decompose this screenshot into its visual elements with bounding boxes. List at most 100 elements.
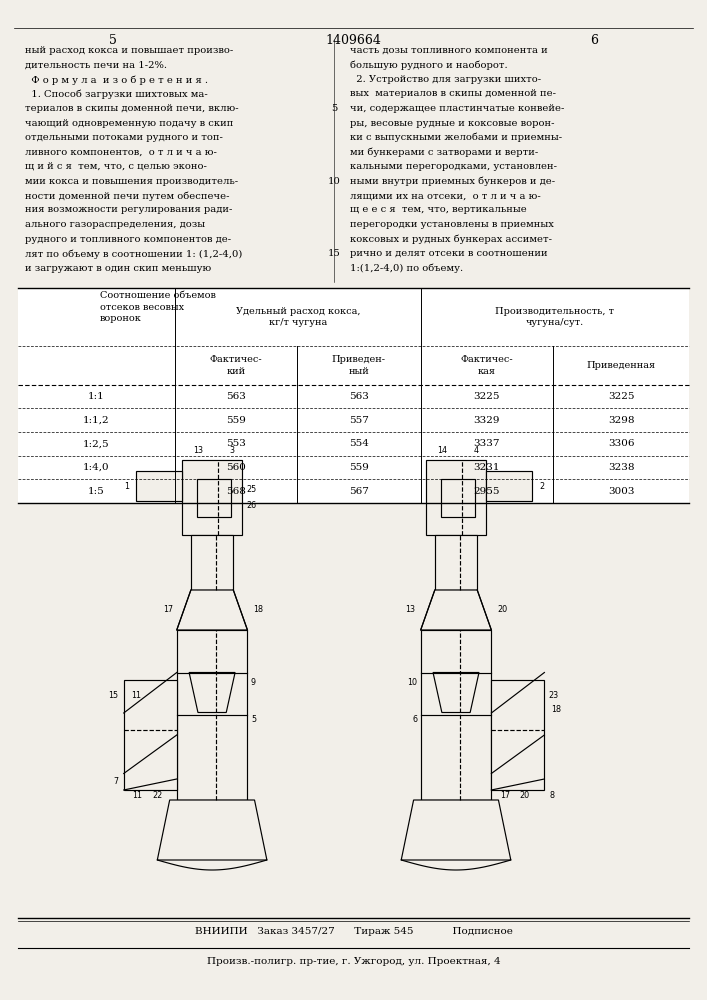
Bar (441, 479, 475, 516)
Text: 11: 11 (131, 690, 141, 700)
Text: 3337: 3337 (474, 439, 500, 448)
Text: 2: 2 (539, 482, 544, 491)
Text: 22: 22 (152, 790, 162, 800)
Text: ры, весовые рудные и коксовые ворон-: ры, весовые рудные и коксовые ворон- (350, 118, 554, 127)
Text: 1. Способ загрузки шихтовых ма-: 1. Способ загрузки шихтовых ма- (25, 90, 207, 99)
Polygon shape (177, 590, 247, 630)
Text: коксовых и рудных бункерах ассимет-: коксовых и рудных бункерах ассимет- (350, 234, 552, 244)
Text: чи, содержащее пластинчатые конвейе-: чи, содержащее пластинчатые конвейе- (350, 104, 564, 113)
Text: 554: 554 (349, 439, 369, 448)
Text: 15: 15 (328, 249, 341, 258)
Text: 8: 8 (549, 790, 554, 800)
Bar (197, 479, 231, 516)
Text: ми бункерами с затворами и верти-: ми бункерами с затворами и верти- (350, 148, 538, 157)
Text: 559: 559 (349, 463, 369, 472)
Text: 17: 17 (500, 790, 510, 800)
Text: лят по объему в соотношении 1: (1,2-4,0): лят по объему в соотношении 1: (1,2-4,0) (25, 249, 242, 259)
Text: 1:(1,2-4,0) по объему.: 1:(1,2-4,0) по объему. (350, 264, 463, 273)
Text: 5: 5 (109, 34, 117, 47)
Text: 11: 11 (132, 790, 142, 800)
Text: 3231: 3231 (474, 463, 500, 472)
Text: 1:5: 1:5 (88, 487, 105, 496)
Text: 3238: 3238 (608, 463, 634, 472)
Text: 2. Устройство для загрузки шихто-: 2. Устройство для загрузки шихто- (350, 75, 541, 84)
Text: 1: 1 (124, 482, 129, 491)
Text: лящими их на отсеки,  о т л и ч а ю-: лящими их на отсеки, о т л и ч а ю- (350, 191, 541, 200)
Text: часть дозы топливного компонента и: часть дозы топливного компонента и (350, 46, 548, 55)
Text: 3306: 3306 (608, 439, 634, 448)
Text: 17: 17 (163, 605, 173, 614)
Bar (435, 535, 477, 590)
Text: и загружают в один скип меньшую: и загружают в один скип меньшую (25, 264, 211, 273)
Text: 2955: 2955 (474, 487, 500, 496)
Polygon shape (421, 590, 491, 630)
Bar (421, 630, 491, 800)
Text: 3225: 3225 (608, 392, 634, 401)
Text: чающий одновременную подачу в скип: чающий одновременную подачу в скип (25, 118, 233, 127)
Text: 26: 26 (246, 500, 256, 510)
Text: 10: 10 (328, 177, 341, 186)
Text: ния возможности регулирования ради-: ния возможности регулирования ради- (25, 206, 232, 215)
Text: мии кокса и повышения производитель-: мии кокса и повышения производитель- (25, 177, 238, 186)
Bar (177, 630, 247, 800)
Polygon shape (401, 800, 510, 860)
Text: Удельный расход кокса,
кг/т чугуна: Удельный расход кокса, кг/т чугуна (235, 307, 361, 327)
Polygon shape (189, 672, 235, 712)
Text: 14: 14 (437, 446, 447, 455)
Text: большую рудного и наоборот.: большую рудного и наоборот. (350, 60, 508, 70)
Text: ки с выпускными желобами и приемны-: ки с выпускными желобами и приемны- (350, 133, 562, 142)
Bar (18, 288, 689, 503)
Bar (136, 471, 182, 501)
Bar (191, 535, 233, 590)
Text: 20: 20 (497, 605, 507, 614)
Text: щ и й с я  тем, что, с целью эконо-: щ и й с я тем, что, с целью эконо- (25, 162, 206, 171)
Text: 6: 6 (590, 34, 598, 47)
Text: 3: 3 (229, 446, 235, 455)
Text: 557: 557 (349, 416, 369, 425)
Bar (486, 471, 532, 501)
Text: 559: 559 (226, 416, 246, 425)
Text: 7: 7 (113, 778, 118, 786)
Text: ливного компонентов,  о т л и ч а ю-: ливного компонентов, о т л и ч а ю- (25, 148, 216, 157)
Text: 3329: 3329 (474, 416, 500, 425)
Text: ВНИИПИ   Заказ 3457/27      Тираж 545            Подписное: ВНИИПИ Заказ 3457/27 Тираж 545 Подписное (194, 928, 513, 936)
Text: ными внутри приемных бункеров и де-: ными внутри приемных бункеров и де- (350, 177, 555, 186)
Text: 10: 10 (407, 678, 417, 687)
Text: 560: 560 (226, 463, 246, 472)
Text: ального газораспределения, дозы: ального газораспределения, дозы (25, 220, 205, 229)
Text: дительность печи на 1-2%.: дительность печи на 1-2%. (25, 60, 167, 70)
Text: ный расход кокса и повышает произво-: ный расход кокса и повышает произво- (25, 46, 233, 55)
Text: 4: 4 (473, 446, 479, 455)
Bar (491, 680, 544, 790)
Text: 5: 5 (251, 716, 256, 724)
Text: рудного и топливного компонентов де-: рудного и топливного компонентов де- (25, 234, 231, 243)
Text: 1409664: 1409664 (325, 34, 382, 47)
Text: 6: 6 (412, 716, 417, 724)
Text: 18: 18 (551, 706, 561, 714)
Text: Произв.-полигр. пр-тие, г. Ужгород, ул. Проектная, 4: Произв.-полигр. пр-тие, г. Ужгород, ул. … (206, 958, 501, 966)
Bar (182, 460, 242, 535)
Text: 1:4,0: 1:4,0 (83, 463, 110, 472)
Text: 20: 20 (520, 790, 530, 800)
Text: 1:1: 1:1 (88, 392, 105, 401)
Text: 5: 5 (331, 104, 338, 113)
Text: вых  материалов в скипы доменной пе-: вых материалов в скипы доменной пе- (350, 90, 556, 99)
Text: 3003: 3003 (608, 487, 634, 496)
Text: щ е е с я  тем, что, вертикальные: щ е е с я тем, что, вертикальные (350, 206, 527, 215)
Text: кальными перегородками, установлен-: кальными перегородками, установлен- (350, 162, 557, 171)
Text: 563: 563 (226, 392, 246, 401)
Text: Фактичес-
кая: Фактичес- кая (460, 355, 513, 376)
Text: 3298: 3298 (608, 416, 634, 425)
Polygon shape (157, 800, 267, 860)
Bar (426, 460, 486, 535)
Text: 13: 13 (193, 446, 203, 455)
Text: Приведенная: Приведенная (587, 361, 655, 370)
Text: 563: 563 (349, 392, 369, 401)
Text: 18: 18 (253, 605, 263, 614)
Text: 553: 553 (226, 439, 246, 448)
Text: 15: 15 (108, 690, 118, 700)
Text: 568: 568 (226, 487, 246, 496)
Text: рично и делят отсеки в соотношении: рично и делят отсеки в соотношении (350, 249, 548, 258)
Text: 13: 13 (405, 605, 415, 614)
Text: перегородки установлены в приемных: перегородки установлены в приемных (350, 220, 554, 229)
